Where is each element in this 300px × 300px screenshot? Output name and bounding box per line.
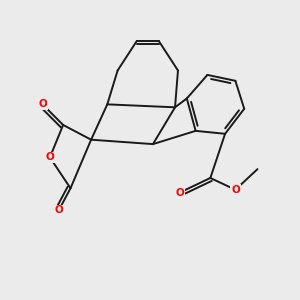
Text: O: O — [54, 206, 63, 215]
Text: O: O — [46, 152, 54, 162]
Text: O: O — [175, 188, 184, 198]
Text: O: O — [38, 99, 47, 110]
Text: O: O — [231, 185, 240, 195]
